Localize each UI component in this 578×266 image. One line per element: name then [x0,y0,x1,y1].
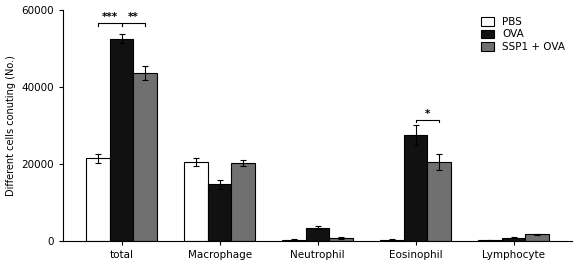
Text: **: ** [128,12,139,22]
Legend: PBS, OVA, SSP1 + OVA: PBS, OVA, SSP1 + OVA [479,15,567,54]
Bar [525,234,549,242]
Bar [208,184,231,242]
Bar [184,162,208,242]
Text: ***: *** [102,12,118,22]
Bar [502,238,525,242]
Bar [427,162,451,242]
Bar [306,228,329,242]
Bar [479,240,502,242]
Text: *: * [425,109,430,119]
Bar [86,158,110,242]
Y-axis label: Different cells conuting (No.): Different cells conuting (No.) [6,55,16,196]
Bar [231,163,255,242]
Bar [110,39,134,242]
Bar [134,73,157,242]
Bar [380,240,404,242]
Bar [282,240,306,242]
Bar [329,238,353,242]
Bar [404,135,427,242]
